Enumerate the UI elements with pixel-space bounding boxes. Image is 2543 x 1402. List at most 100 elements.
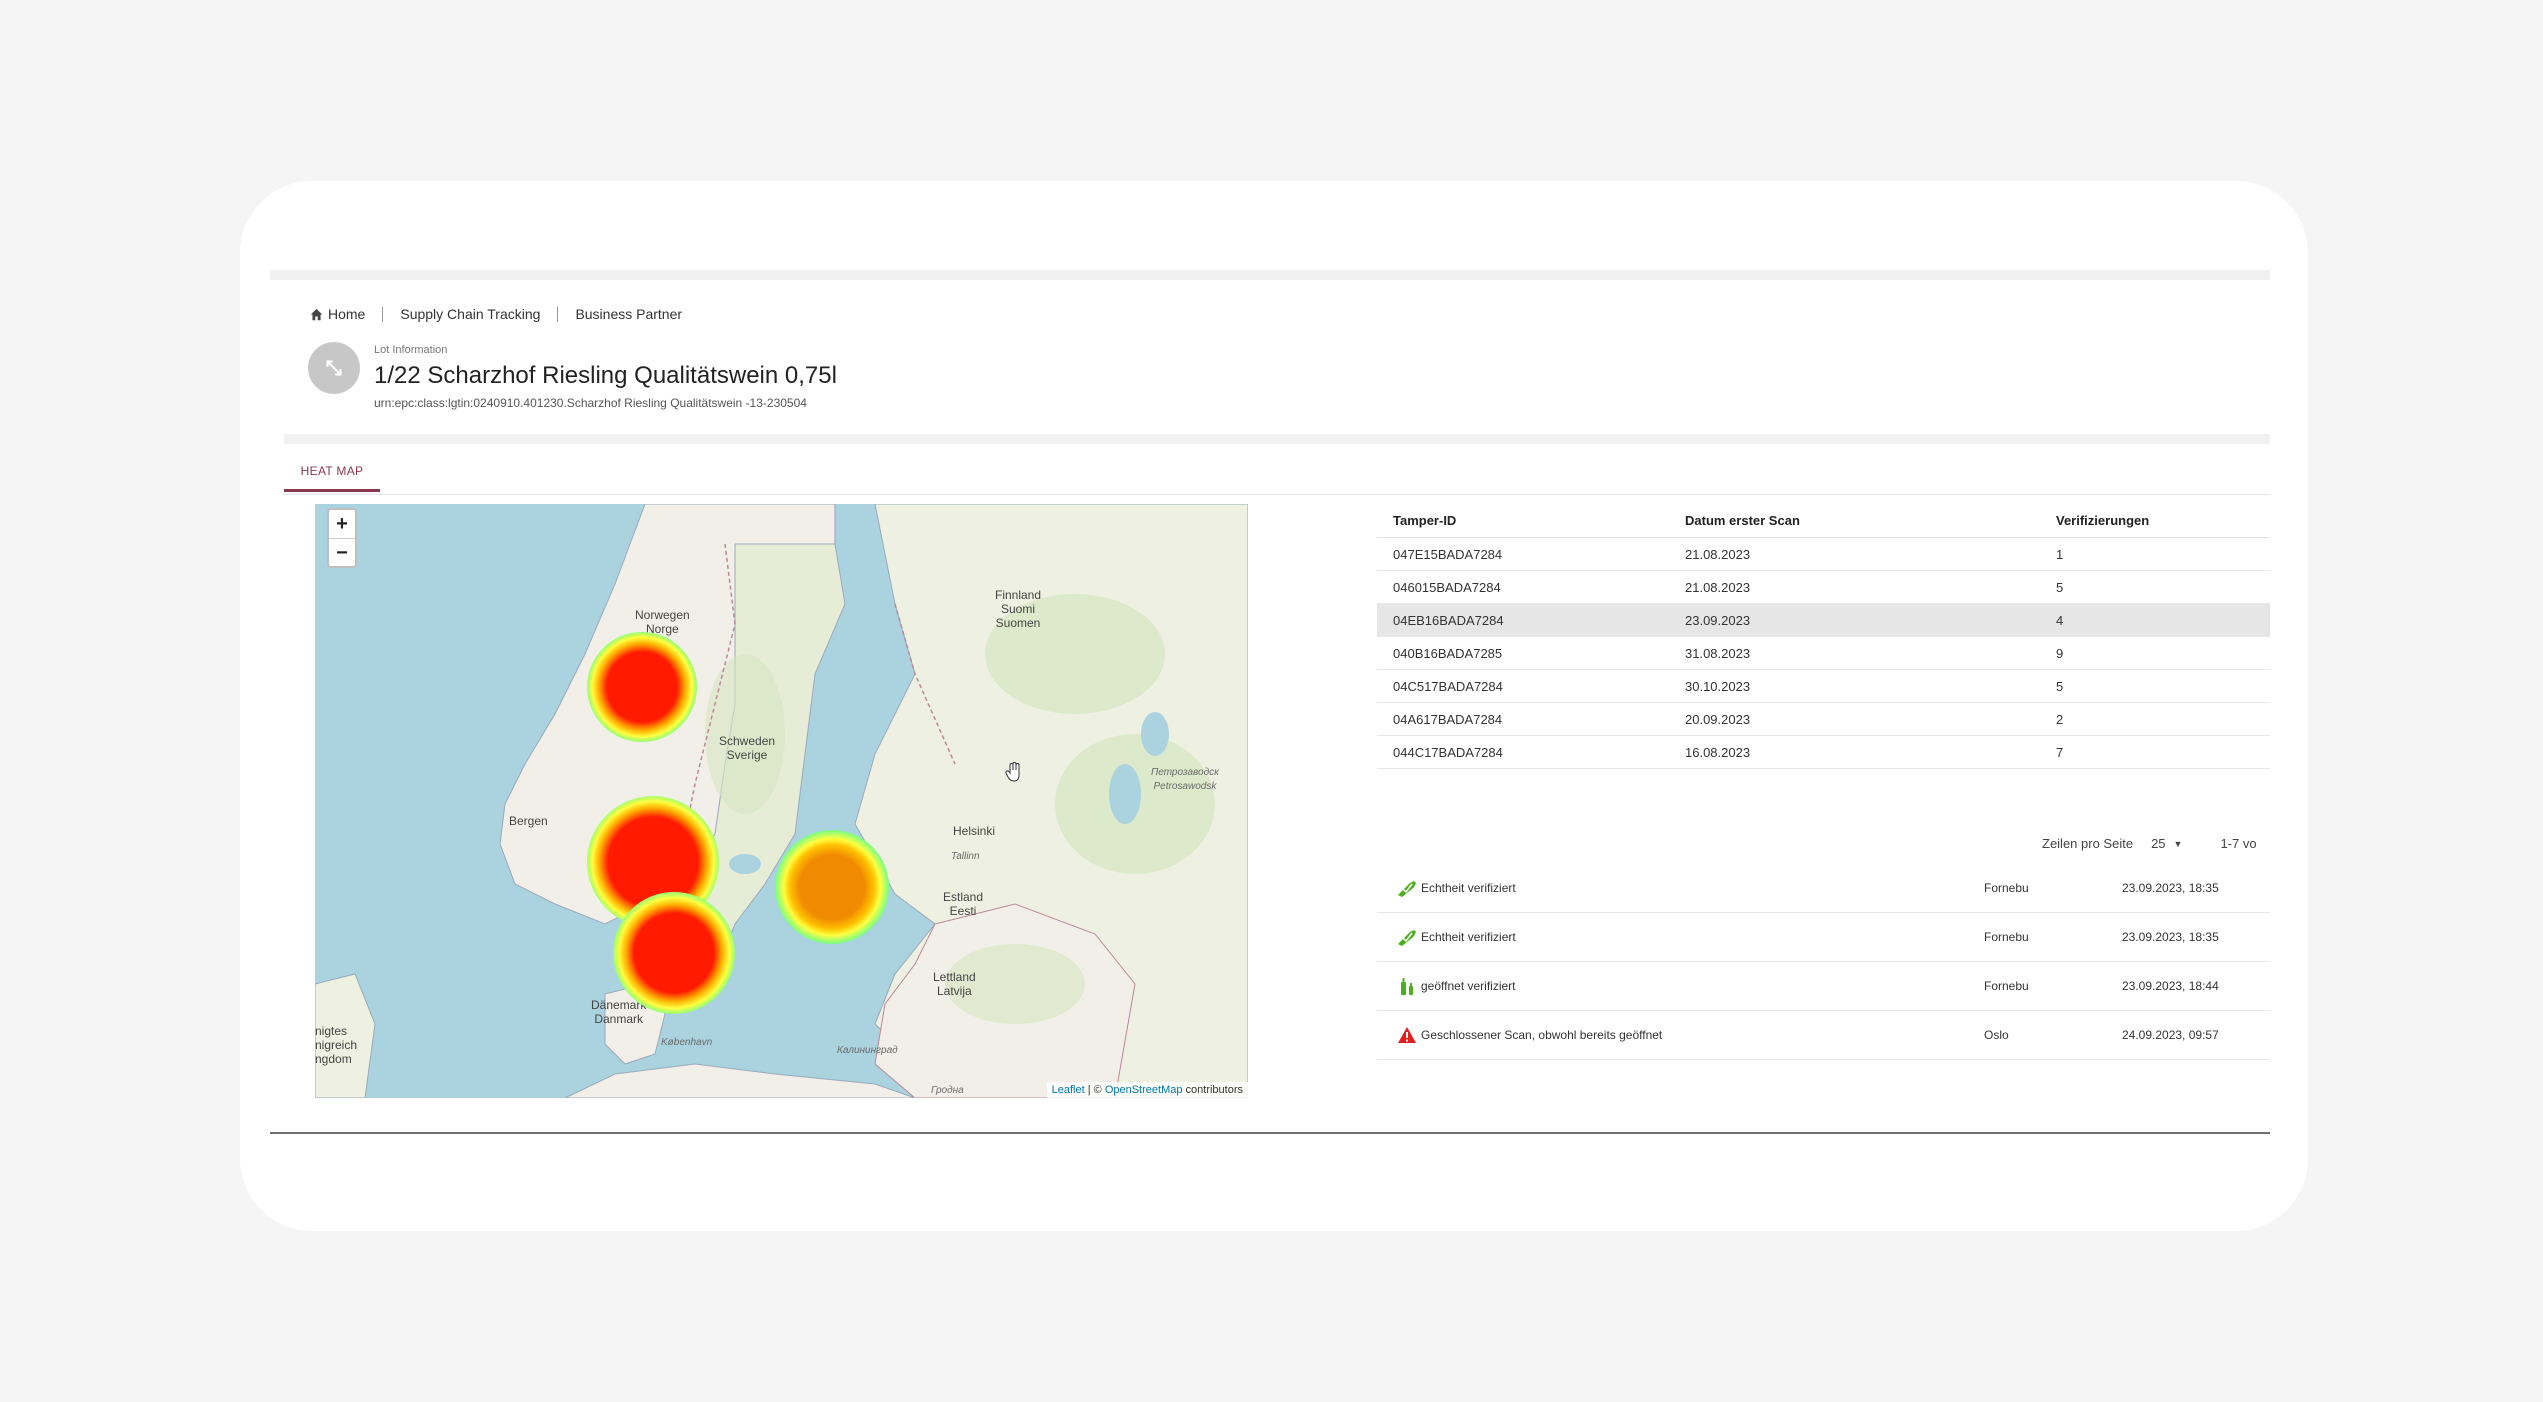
osm-link[interactable]: OpenStreetMap xyxy=(1104,1084,1183,1096)
map-attribution: Leaflet | © OpenStreetMap contributors xyxy=(1046,1082,1248,1098)
link-icon xyxy=(326,360,342,376)
table-row[interactable]: 046015BADA7284 21.08.2023 5 xyxy=(1377,571,2270,604)
map-label-helsinki: Helsinki xyxy=(953,824,996,838)
zoom-control: + − xyxy=(327,508,357,568)
rows-per-page-label: Zeilen pro Seite xyxy=(2042,836,2134,851)
warning-icon xyxy=(1393,1026,1421,1044)
table-row[interactable]: 044C17BADA7284 16.08.2023 7 xyxy=(1377,736,2270,769)
event-time: 23.09.2023, 18:44 xyxy=(2122,979,2219,993)
map-label-bergen: Bergen xyxy=(509,814,548,828)
event-label: Echtheit verifiziert xyxy=(1421,881,1516,895)
page-title: 1/22 Scharzhof Riesling Qualitätswein 0,… xyxy=(374,362,837,389)
map-label-latvia: Lettland Latvija xyxy=(933,970,976,998)
event-time: 24.09.2023, 09:57 xyxy=(2122,1028,2219,1042)
cell-date: 16.08.2023 xyxy=(1685,744,1751,760)
event-list: Echtheit verifiziert Fornebu 23.09.2023,… xyxy=(1377,864,2270,1060)
event-time: 23.09.2023, 18:35 xyxy=(2122,930,2219,944)
event-location: Fornebu xyxy=(1984,930,2029,944)
cell-count: 4 xyxy=(2056,612,2064,628)
event-label: geöffnet verifiziert xyxy=(1421,979,1516,993)
event-label: Geschlossener Scan, obwohl bereits geöff… xyxy=(1421,1028,1663,1042)
rows-per-page-select[interactable]: 25 ▼ xyxy=(2151,836,2182,851)
cell-tamper-id: 040B16BADA7285 xyxy=(1393,645,1503,661)
map-label-tallinn: Tallinn xyxy=(951,851,980,862)
event-row[interactable]: Geschlossener Scan, obwohl bereits geöff… xyxy=(1377,1011,2270,1060)
cell-tamper-id: 04EB16BADA7284 xyxy=(1393,612,1504,628)
heat-spot-stockholm xyxy=(775,830,889,944)
bottom-divider xyxy=(270,1132,2270,1134)
tamper-table: Tamper-ID Datum erster Scan Verifizierun… xyxy=(1377,504,2270,769)
zoom-in-button[interactable]: + xyxy=(336,513,348,535)
breadcrumb-separator xyxy=(382,306,384,322)
attribution-separator: | © xyxy=(1084,1084,1105,1096)
heat-spot-norway-west xyxy=(587,632,697,742)
map-label-copenhagen: København xyxy=(661,1037,713,1048)
cell-date: 31.08.2023 xyxy=(1685,645,1751,661)
table-row[interactable]: 04C517BADA7284 30.10.2023 5 xyxy=(1377,670,2270,703)
table-row[interactable]: 047E15BADA7284 21.08.2023 1 xyxy=(1377,538,2270,571)
event-row[interactable]: geöffnet verifiziert Fornebu 23.09.2023,… xyxy=(1377,962,2270,1011)
cell-date: 21.08.2023 xyxy=(1685,546,1751,562)
tab-underline xyxy=(284,494,2270,495)
event-time: 23.09.2023, 18:35 xyxy=(2122,881,2219,895)
home-icon xyxy=(310,308,323,320)
event-location: Fornebu xyxy=(1984,881,2029,895)
avatar xyxy=(308,342,360,394)
map-label-estonia: Estland Eesti xyxy=(943,890,984,918)
lot-information-label: Lot Information xyxy=(374,344,448,356)
map-label-denmark: Dänemark Danmark xyxy=(591,998,647,1026)
pagination: Zeilen pro Seite 25 ▼ 1-7 vo xyxy=(2042,836,2257,851)
verified-bottle-icon xyxy=(1393,879,1421,897)
header-divider xyxy=(284,434,2270,444)
cell-tamper-id: 04C517BADA7284 xyxy=(1393,678,1503,694)
header-first-scan-date[interactable]: Datum erster Scan xyxy=(1685,513,1800,528)
breadcrumb-supply-chain[interactable]: Supply Chain Tracking xyxy=(400,306,541,322)
event-label: Echtheit verifiziert xyxy=(1421,930,1516,944)
lot-urn: urn:epc:class:lgtin:0240910.401230.Schar… xyxy=(374,396,807,410)
table-row-selected[interactable]: 04EB16BADA7284 23.09.2023 4 xyxy=(1377,604,2270,637)
table-row[interactable]: 04A617BADA7284 20.09.2023 2 xyxy=(1377,703,2270,736)
chevron-down-icon: ▼ xyxy=(2173,838,2183,849)
header-tamper-id[interactable]: Tamper-ID xyxy=(1393,513,1457,528)
breadcrumb: Home Supply Chain Tracking Business Part… xyxy=(310,302,682,326)
opened-bottle-icon xyxy=(1393,976,1421,996)
heat-map[interactable]: Norwegen Norge Schweden Sverige Finnland Su… xyxy=(315,504,1248,1098)
table-row[interactable]: 040B16BADA7285 31.08.2023 9 xyxy=(1377,637,2270,670)
leaflet-link[interactable]: Leaflet xyxy=(1051,1084,1085,1096)
top-bar xyxy=(270,270,2270,280)
heat-spot-south-norway xyxy=(613,892,735,1014)
cell-date: 21.08.2023 xyxy=(1685,579,1751,595)
cell-count: 1 xyxy=(2056,546,2064,562)
cell-tamper-id: 047E15BADA7284 xyxy=(1393,546,1503,562)
header-verifications[interactable]: Verifizierungen xyxy=(2056,513,2150,528)
cell-tamper-id: 04A617BADA7284 xyxy=(1393,711,1503,727)
cell-count: 9 xyxy=(2056,645,2064,661)
breadcrumb-home[interactable]: Home xyxy=(310,306,365,322)
map-label-kingdom: nigtes nigreich ngdom xyxy=(315,1024,358,1066)
map-label-sweden: Schweden Sverige xyxy=(719,734,776,762)
map-label-grodno: Гродна xyxy=(931,1085,964,1096)
event-location: Fornebu xyxy=(1984,979,2029,993)
map-base xyxy=(315,504,1248,1098)
cell-date: 23.09.2023 xyxy=(1685,612,1751,628)
breadcrumb-separator xyxy=(557,306,559,322)
pagination-range: 1-7 vo xyxy=(2220,836,2257,851)
breadcrumb-business-partner[interactable]: Business Partner xyxy=(575,306,683,322)
cell-tamper-id: 046015BADA7284 xyxy=(1393,579,1501,595)
cell-count: 5 xyxy=(2056,678,2064,694)
map-label-finland: Finnland Suomi Suomen xyxy=(995,588,1042,630)
event-row[interactable]: Echtheit verifiziert Fornebu 23.09.2023,… xyxy=(1377,864,2270,913)
cell-count: 5 xyxy=(2056,579,2064,595)
zoom-out-button[interactable]: − xyxy=(329,538,355,566)
map-label-kaliningrad: Калининград xyxy=(837,1045,898,1056)
cell-date: 30.10.2023 xyxy=(1685,678,1751,694)
event-row[interactable]: Echtheit verifiziert Fornebu 23.09.2023,… xyxy=(1377,913,2270,962)
app-window: Home Supply Chain Tracking Business Part… xyxy=(270,270,2270,1134)
verified-bottle-icon xyxy=(1393,928,1421,946)
breadcrumb-label: Home xyxy=(328,306,366,322)
tab-heat-map[interactable]: HEAT MAP xyxy=(284,458,380,492)
cell-count: 2 xyxy=(2056,711,2064,727)
map-label-petrozavodsk: Петрозаводск Petrosawodsk xyxy=(1151,767,1219,792)
attribution-tail: contributors xyxy=(1182,1084,1243,1096)
cell-date: 20.09.2023 xyxy=(1685,711,1751,727)
